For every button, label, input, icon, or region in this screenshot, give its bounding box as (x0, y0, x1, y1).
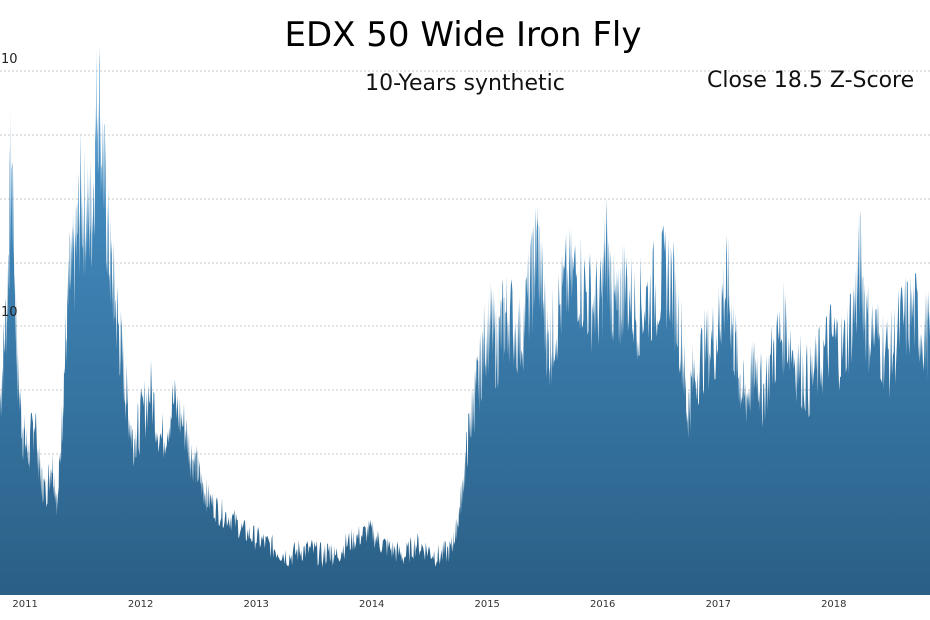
x-tick-label: 2011 (12, 599, 37, 610)
y-tick-label-mid: 10 (1, 305, 18, 320)
x-tick-label: 2018 (821, 599, 846, 610)
x-tick-label: 2013 (243, 599, 268, 610)
x-tick-label: 2012 (128, 599, 153, 610)
chart-annotation: Close 18.5 Z-Score (707, 68, 914, 93)
series-area (0, 48, 930, 596)
chart-subtitle: 10-Years synthetic (365, 71, 565, 96)
gridlines (0, 70, 930, 455)
x-axis: 2011 2012 2013 2014 2015 2016 2017 2018 (12, 599, 846, 610)
x-tick-label: 2017 (706, 599, 731, 610)
x-tick-label: 2016 (590, 599, 615, 610)
chart-title: EDX 50 Wide Iron Fly (285, 15, 642, 55)
x-tick-label: 2015 (474, 599, 499, 610)
x-tick-label: 2014 (359, 599, 384, 610)
y-tick-label-top: 10 (1, 52, 18, 67)
